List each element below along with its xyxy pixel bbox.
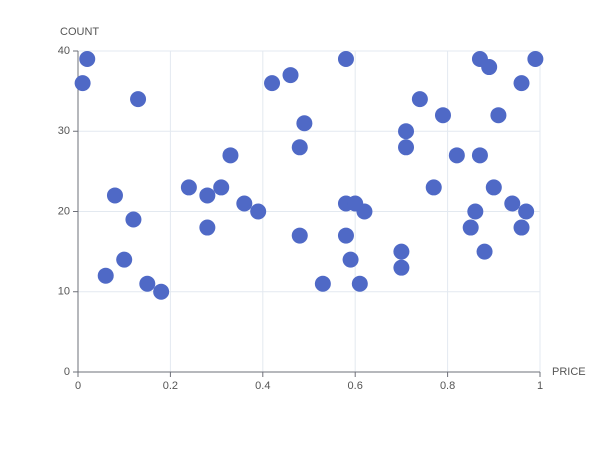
- point: [342, 251, 359, 268]
- x-tick-label: 0.6: [348, 380, 363, 392]
- point: [481, 59, 498, 76]
- point: [518, 203, 535, 220]
- point: [471, 147, 488, 164]
- point: [180, 179, 197, 196]
- point: [199, 219, 216, 236]
- point: [222, 147, 239, 164]
- point: [264, 75, 281, 92]
- point: [314, 275, 331, 292]
- point: [411, 91, 428, 108]
- point: [504, 195, 521, 212]
- point: [398, 139, 415, 156]
- point: [153, 283, 170, 300]
- point: [79, 51, 96, 68]
- point: [199, 187, 216, 204]
- x-tick-label: 0: [75, 380, 81, 392]
- x-axis-label: PRICE: [552, 366, 586, 378]
- point: [476, 243, 493, 260]
- point: [490, 107, 507, 124]
- point: [213, 179, 230, 196]
- point: [351, 275, 368, 292]
- point: [434, 107, 451, 124]
- point: [97, 267, 114, 284]
- point: [282, 67, 299, 84]
- point: [74, 75, 91, 92]
- point: [139, 275, 156, 292]
- point: [337, 51, 354, 68]
- point: [425, 179, 442, 196]
- point: [462, 219, 479, 236]
- x-tick-label: 1: [537, 380, 543, 392]
- point: [337, 227, 354, 244]
- y-tick-label: 10: [58, 286, 70, 298]
- point: [513, 219, 530, 236]
- point: [250, 203, 267, 220]
- point: [448, 147, 465, 164]
- x-tick-label: 0.8: [440, 380, 455, 392]
- y-tick-label: 20: [58, 205, 70, 217]
- point: [356, 203, 373, 220]
- x-tick-label: 0.2: [163, 380, 178, 392]
- point: [398, 123, 415, 140]
- x-tick-label: 0.4: [255, 380, 270, 392]
- y-axis-label: COUNT: [60, 26, 99, 38]
- point: [296, 115, 313, 132]
- point: [393, 259, 410, 276]
- point: [130, 91, 147, 108]
- point: [106, 187, 123, 204]
- point: [125, 211, 142, 228]
- y-tick-label: 0: [64, 366, 70, 378]
- point: [513, 75, 530, 92]
- y-tick-label: 30: [58, 125, 70, 137]
- point: [467, 203, 484, 220]
- point: [485, 179, 502, 196]
- y-tick-label: 40: [58, 45, 70, 57]
- point: [291, 139, 308, 156]
- point: [291, 227, 308, 244]
- point: [527, 51, 544, 68]
- point: [393, 243, 410, 260]
- point: [236, 195, 253, 212]
- point: [116, 251, 133, 268]
